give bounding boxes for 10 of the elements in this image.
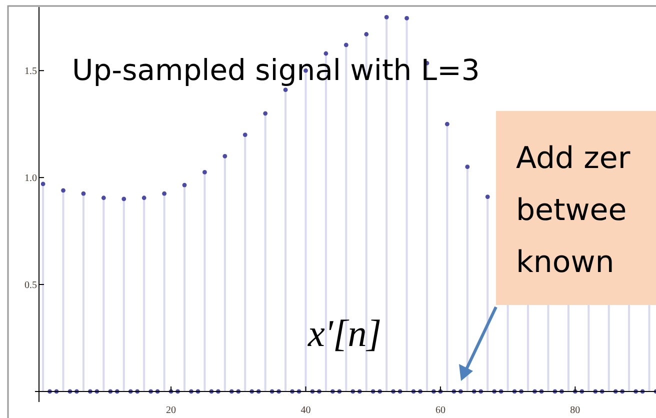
y-tick-label: 0.5	[24, 280, 37, 291]
x-tick-label: 40	[300, 405, 311, 416]
x-tick-label: 60	[435, 405, 446, 416]
text: Up-sampled signal with L=3	[72, 53, 480, 87]
y-tick-label: 1.5	[24, 66, 37, 78]
y-tick-label: 1.0	[24, 173, 37, 184]
annotation: x'[n]	[307, 313, 382, 355]
x-tick-label: 20	[166, 405, 176, 416]
x-tick-label: 80	[570, 405, 580, 416]
annotation: Add zer betwee known	[516, 141, 631, 280]
